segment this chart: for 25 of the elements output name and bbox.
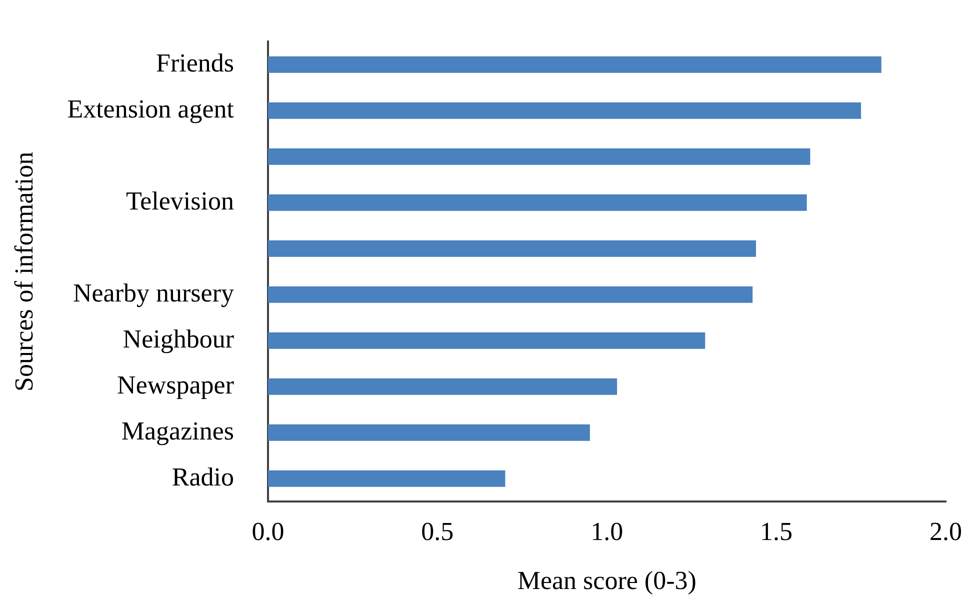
x-tick-label: 0.5	[421, 517, 454, 546]
bar	[268, 240, 756, 257]
x-tick-label: 1.5	[760, 517, 793, 546]
y-tick-label: Radio	[172, 462, 234, 492]
y-tick-label: Nearby nursery	[72, 278, 234, 308]
y-tick-label: Magazines	[121, 416, 234, 446]
y-tick-label: Newspaper	[117, 370, 234, 400]
x-tick-label: 0.0	[252, 517, 284, 546]
y-tick-label: Friends	[156, 48, 234, 78]
bar	[268, 56, 882, 73]
x-axis-title: Mean score (0-3)	[517, 566, 696, 596]
bar	[268, 424, 590, 441]
bar	[268, 102, 862, 119]
bar	[268, 332, 706, 349]
bar	[268, 470, 506, 487]
x-tick-label: 1.0	[590, 517, 624, 546]
y-axis-title: Sources of information	[9, 152, 38, 392]
x-tick-label: 2.0	[930, 517, 962, 546]
y-tick-label: Neighbour	[122, 324, 234, 354]
y-tick-label: Extension agent	[67, 94, 235, 124]
y-tick-label: Television	[126, 186, 234, 216]
bar	[268, 378, 618, 395]
bar	[268, 286, 753, 303]
bar	[268, 148, 810, 165]
bar	[268, 194, 807, 211]
